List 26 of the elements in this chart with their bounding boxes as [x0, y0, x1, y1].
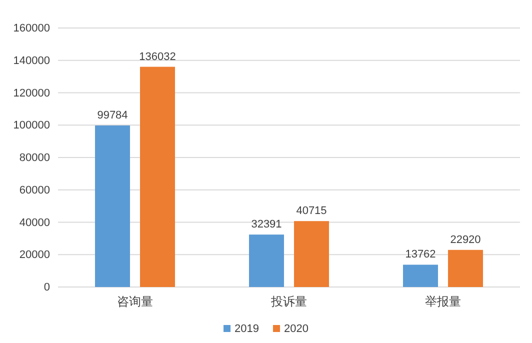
bar — [140, 66, 175, 287]
data-label: 22920 — [450, 234, 481, 246]
data-label: 136032 — [139, 50, 176, 63]
y-tick-label: 160000 — [13, 22, 50, 35]
data-label: 32391 — [251, 218, 282, 231]
y-tick-label: 100000 — [13, 120, 50, 132]
legend-label: 2019 — [234, 323, 259, 335]
bar — [249, 234, 284, 287]
y-tick-label: 80000 — [19, 152, 50, 164]
bar — [95, 125, 130, 287]
bar — [403, 264, 438, 287]
data-label: 40715 — [296, 205, 327, 218]
x-tick-label: 咨询量 — [117, 294, 153, 309]
y-tick-label: 40000 — [19, 216, 50, 229]
bar — [448, 250, 483, 287]
y-tick-label: 120000 — [13, 87, 50, 100]
y-tick-label: 140000 — [13, 54, 50, 67]
data-label: 99784 — [97, 109, 128, 122]
bar — [294, 221, 329, 287]
y-tick-label: 20000 — [19, 249, 50, 262]
y-tick-label: 0 — [44, 282, 50, 294]
data-label: 13762 — [405, 248, 436, 261]
x-tick-label: 投诉量 — [270, 294, 307, 309]
legend-label: 2020 — [284, 323, 308, 335]
x-tick-label: 举报量 — [425, 294, 461, 309]
y-tick-label: 60000 — [19, 184, 50, 196]
